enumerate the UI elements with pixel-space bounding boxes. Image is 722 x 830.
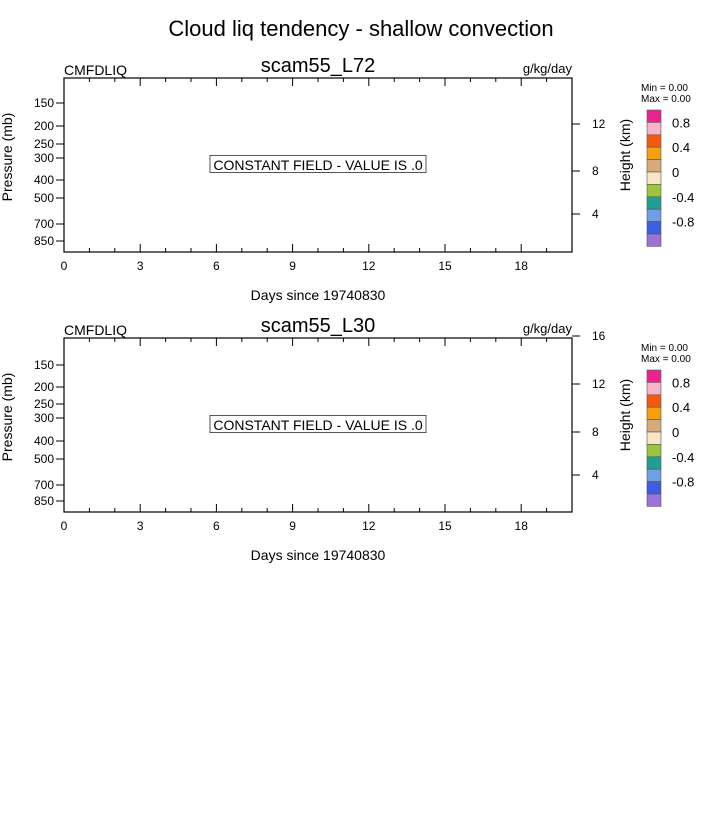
colorbar-label: 0.4 bbox=[672, 400, 690, 415]
constant-field-label: CONSTANT FIELD - VALUE IS .0 bbox=[213, 157, 422, 173]
x-tick-label: 15 bbox=[438, 259, 452, 273]
colorbar-label: 0.4 bbox=[672, 140, 690, 155]
colorbar-label: -0.4 bbox=[672, 450, 694, 465]
x-tick-label: 3 bbox=[137, 519, 144, 533]
colorbar-swatch bbox=[646, 233, 662, 247]
max-label: Max = 0.00 bbox=[641, 354, 691, 365]
x-tick-label: 0 bbox=[61, 259, 68, 273]
y2-axis-label: Height (km) bbox=[617, 379, 633, 451]
x-tick-label: 18 bbox=[515, 259, 529, 273]
y-tick-label: 200 bbox=[34, 380, 54, 394]
y-tick-label: 850 bbox=[34, 494, 54, 508]
x-axis-label: Days since 19740830 bbox=[251, 287, 386, 303]
panels: scam55_L72 CMFDLIQ g/kg/day 0 3 6 9 12 15 18 Days … bbox=[0, 55, 694, 563]
y-tick-label: 700 bbox=[34, 478, 54, 492]
units-label: g/kg/day bbox=[523, 61, 573, 76]
x-tick-label: 18 bbox=[515, 519, 529, 533]
y2-tick-label: 12 bbox=[592, 377, 606, 391]
y-axis-label: Pressure (mb) bbox=[0, 373, 15, 462]
colorbar-label: 0.8 bbox=[672, 375, 690, 390]
min-label: Min = 0.00 bbox=[641, 83, 688, 94]
x-tick-label: 12 bbox=[362, 259, 376, 273]
y-tick-label: 300 bbox=[34, 411, 54, 425]
colorbar-swatch bbox=[646, 208, 662, 222]
colorbar-swatch bbox=[646, 196, 662, 210]
colorbar-swatch bbox=[646, 122, 662, 136]
x-tick-label: 15 bbox=[438, 519, 452, 533]
y-tick-label: 850 bbox=[34, 234, 54, 248]
colorbar-swatch bbox=[646, 456, 662, 470]
colorbar-swatch bbox=[646, 171, 662, 185]
variable-label: CMFDLIQ bbox=[64, 322, 127, 338]
constant-field-box bbox=[209, 415, 427, 433]
colorbar-swatch bbox=[646, 184, 662, 198]
colorbar-swatch bbox=[646, 159, 662, 173]
colorbar-swatch bbox=[646, 431, 662, 445]
colorbar-swatch bbox=[646, 221, 662, 235]
y-tick-label: 500 bbox=[34, 452, 54, 466]
y2-tick-label: 4 bbox=[592, 207, 599, 221]
colorbar-swatch bbox=[646, 394, 662, 408]
y-tick-label: 150 bbox=[34, 358, 54, 372]
x-tick-label: 12 bbox=[362, 519, 376, 533]
colorbar-swatch bbox=[646, 419, 662, 433]
y-tick-label: 300 bbox=[34, 151, 54, 165]
max-label: Max = 0.00 bbox=[641, 94, 691, 105]
y-tick-label: 500 bbox=[34, 191, 54, 205]
colorbar-swatch bbox=[646, 369, 662, 383]
colorbar-swatch bbox=[646, 382, 662, 396]
x-axis-label: Days since 19740830 bbox=[251, 547, 386, 563]
constant-field-label: CONSTANT FIELD - VALUE IS .0 bbox=[213, 417, 422, 433]
y2-tick-label: 8 bbox=[592, 164, 599, 178]
x-tick-label: 9 bbox=[289, 519, 296, 533]
y-tick-label: 250 bbox=[34, 137, 54, 151]
y-tick-label: 200 bbox=[34, 119, 54, 133]
y-tick-label: 400 bbox=[34, 434, 54, 448]
y2-axis-label: Height (km) bbox=[617, 119, 633, 191]
colorbar-swatch bbox=[646, 134, 662, 148]
constant-field-box bbox=[209, 155, 427, 173]
colorbar-label: -0.8 bbox=[672, 475, 694, 490]
y-tick-label: 250 bbox=[34, 397, 54, 411]
y-tick-label: 400 bbox=[34, 173, 54, 187]
colorbar-swatch bbox=[646, 406, 662, 420]
x-tick-label: 3 bbox=[137, 259, 144, 273]
y2-tick-label: 8 bbox=[592, 425, 599, 439]
y2-tick-label: 16 bbox=[592, 329, 606, 343]
x-tick-label: 6 bbox=[213, 259, 220, 273]
x-tick-label: 0 bbox=[61, 519, 68, 533]
colorbar-swatch bbox=[646, 109, 662, 123]
variable-label: CMFDLIQ bbox=[64, 62, 127, 78]
colorbar-label: -0.8 bbox=[672, 215, 694, 230]
colorbar-swatch bbox=[646, 444, 662, 458]
y2-tick-label: 12 bbox=[592, 117, 606, 131]
chart-panel-2: scam55_L30 CMFDLIQ g/kg/day 0 3 6 9 12 15 18 Days … bbox=[0, 315, 694, 563]
colorbar-swatch bbox=[646, 481, 662, 495]
min-label: Min = 0.00 bbox=[641, 343, 688, 354]
colorbar-label: 0 bbox=[672, 165, 679, 180]
panel-title: scam55_L30 bbox=[261, 315, 376, 337]
y-tick-label: 700 bbox=[34, 217, 54, 231]
x-tick-label: 9 bbox=[289, 259, 296, 273]
units-label: g/kg/day bbox=[523, 321, 573, 336]
colorbar-swatch bbox=[646, 468, 662, 482]
x-tick-label: 6 bbox=[213, 519, 220, 533]
page-title: Cloud liq tendency - shallow convection bbox=[168, 16, 553, 41]
y-tick-label: 150 bbox=[34, 96, 54, 110]
colorbar-label: -0.4 bbox=[672, 190, 694, 205]
y2-tick-label: 4 bbox=[592, 468, 599, 482]
chart-panel-1: scam55_L72 CMFDLIQ g/kg/day 0 3 6 9 12 15 18 Days … bbox=[0, 55, 694, 303]
colorbar-label: 0.8 bbox=[672, 115, 690, 130]
panel-title: scam55_L72 bbox=[261, 55, 376, 77]
colorbar-label: 0 bbox=[672, 425, 679, 440]
y-axis-label: Pressure (mb) bbox=[0, 113, 15, 202]
colorbar-swatch bbox=[646, 493, 662, 507]
colorbar-swatch bbox=[646, 146, 662, 160]
